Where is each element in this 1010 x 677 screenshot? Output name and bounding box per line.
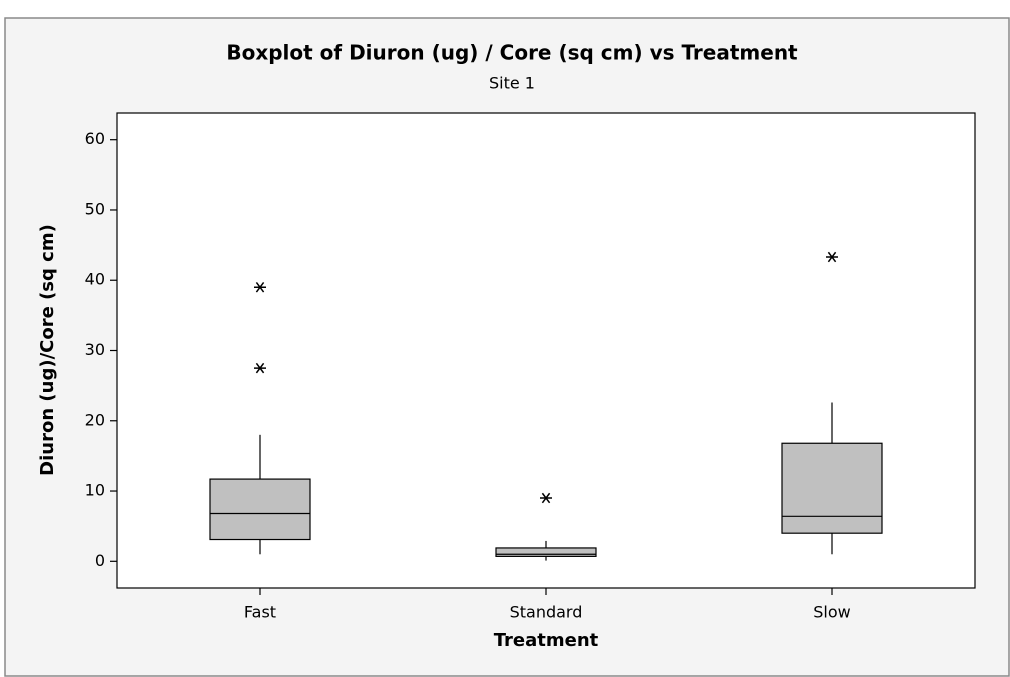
y-tick-label: 60 bbox=[85, 129, 105, 148]
outlier bbox=[826, 251, 838, 263]
x-tick-label: Slow bbox=[813, 603, 850, 622]
y-tick-label: 30 bbox=[85, 340, 105, 359]
box bbox=[209, 478, 311, 541]
box bbox=[781, 442, 883, 534]
chart-title: Boxplot of Diuron (ug) / Core (sq cm) vs… bbox=[226, 41, 798, 65]
y-tick-label: 0 bbox=[95, 551, 105, 570]
outlier bbox=[254, 282, 266, 293]
y-tick-label: 40 bbox=[85, 270, 105, 289]
y-tick-label: 20 bbox=[85, 410, 105, 429]
x-tick-label: Standard bbox=[510, 603, 583, 622]
x-axis-label: Treatment bbox=[494, 630, 599, 651]
outlier bbox=[540, 492, 552, 504]
y-tick-label: 10 bbox=[85, 481, 105, 500]
y-axis-label: Diuron (ug)/Core (sq cm) bbox=[37, 224, 58, 476]
y-tick-label: 50 bbox=[85, 199, 105, 218]
outlier bbox=[254, 362, 266, 374]
x-tick-label: Fast bbox=[244, 603, 276, 622]
box bbox=[495, 547, 597, 557]
chart-subtitle: Site 1 bbox=[489, 74, 535, 93]
